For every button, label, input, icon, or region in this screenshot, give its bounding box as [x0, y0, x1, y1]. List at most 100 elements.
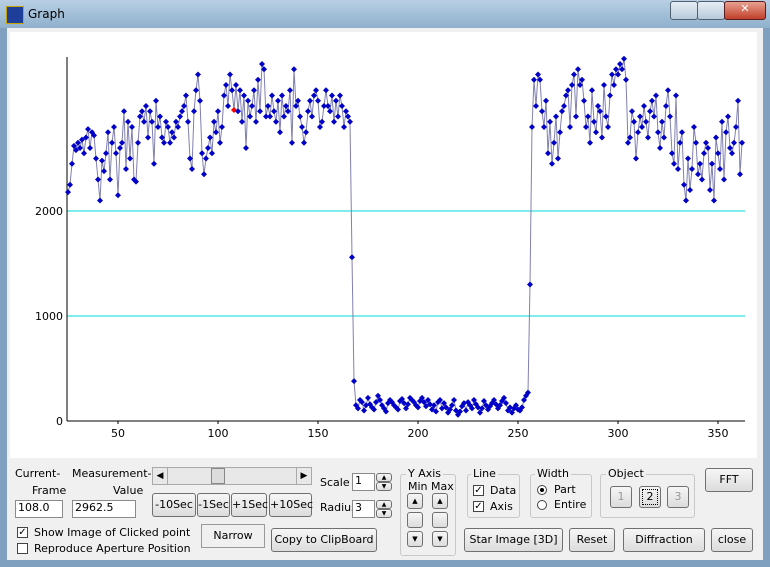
frame-slider[interactable]: ◀ ▶	[152, 467, 312, 485]
data-point	[267, 113, 273, 120]
data-point	[325, 103, 331, 110]
data-point	[675, 166, 681, 173]
data-point	[251, 87, 257, 94]
y-min-down[interactable]: ▼	[407, 531, 423, 547]
data-point	[237, 87, 243, 94]
data-point	[545, 150, 551, 157]
data-point	[527, 281, 533, 288]
data-point	[583, 124, 589, 131]
spin-down[interactable]: ▼	[376, 482, 392, 491]
data-point	[187, 155, 193, 162]
slider-right[interactable]: ▶	[296, 468, 311, 484]
close-window-button[interactable]: ✕	[724, 1, 766, 20]
data-point	[645, 134, 651, 141]
fft-button[interactable]: FFT	[705, 468, 753, 492]
object-button[interactable]: 3	[667, 486, 689, 508]
object-group	[600, 474, 695, 518]
data-point	[109, 139, 115, 146]
close-button[interactable]: close	[711, 528, 753, 552]
y-min-up[interactable]: ▲	[407, 493, 423, 509]
step-button[interactable]: -10Sec	[152, 493, 196, 517]
data-point	[635, 129, 641, 136]
y-max-down[interactable]: ▼	[432, 531, 448, 547]
data-point	[345, 113, 351, 120]
step-button[interactable]: -1Sec	[197, 493, 230, 517]
data-point	[447, 406, 453, 413]
copy-button[interactable]: Copy to ClipBoard	[271, 528, 377, 552]
scale-input[interactable]: 1	[352, 473, 375, 491]
data-point	[405, 401, 411, 408]
data-point	[149, 118, 155, 125]
spin-up[interactable]: ▲	[376, 500, 392, 509]
slider-thumb[interactable]	[211, 468, 225, 484]
data-point	[349, 254, 355, 261]
spin-up[interactable]: ▲	[376, 473, 392, 482]
data-point	[303, 129, 309, 136]
y-max-reset[interactable]	[432, 512, 448, 528]
data-point	[681, 181, 687, 188]
data-point	[99, 157, 105, 164]
data-point	[585, 113, 591, 120]
step-button[interactable]: +10Sec	[269, 493, 313, 517]
checkbox[interactable]: ✓	[473, 501, 484, 512]
data-point	[227, 71, 233, 78]
data-point	[295, 97, 301, 104]
data-point	[233, 82, 239, 89]
data-point	[565, 87, 571, 94]
measurement-input[interactable]: 2962.5	[72, 500, 136, 518]
data-point	[331, 118, 337, 125]
data-point	[737, 171, 743, 178]
y-max-up[interactable]: ▲	[432, 493, 448, 509]
x-tick-label: 350	[708, 427, 729, 440]
radio[interactable]	[537, 485, 547, 495]
data-point	[641, 103, 647, 110]
data-point	[191, 108, 197, 115]
data-point	[289, 139, 295, 146]
y-min-reset[interactable]	[407, 512, 423, 528]
data-point	[143, 103, 149, 110]
data-point	[535, 71, 541, 78]
data-point	[85, 126, 91, 133]
data-point	[97, 197, 103, 204]
data-point	[667, 113, 673, 120]
data-point	[323, 87, 329, 94]
step-button[interactable]: +1Sec	[231, 493, 268, 517]
data-point	[213, 129, 219, 136]
current-frame-input[interactable]: 108.0	[15, 500, 63, 518]
spin-down[interactable]: ▼	[376, 509, 392, 518]
data-point	[159, 134, 165, 141]
data-point	[683, 197, 689, 204]
radio[interactable]	[537, 500, 547, 510]
data-point	[125, 118, 131, 125]
data-point	[657, 145, 663, 152]
data-point	[69, 160, 75, 167]
data-point	[609, 71, 615, 78]
data-point	[309, 113, 315, 120]
checkbox[interactable]: ✓	[473, 485, 484, 496]
object-button[interactable]: 2	[639, 486, 661, 508]
data-point	[729, 150, 735, 157]
data-point	[551, 139, 557, 146]
radius-input[interactable]: 3	[352, 500, 375, 518]
data-point	[333, 97, 339, 104]
checkbox[interactable]	[17, 543, 28, 554]
data-point	[305, 108, 311, 115]
data-point	[589, 87, 595, 94]
data-point	[275, 97, 281, 104]
diffraction-button[interactable]: Diffraction	[623, 528, 705, 552]
data-point	[339, 103, 345, 110]
object-button[interactable]: 1	[610, 486, 632, 508]
checkbox[interactable]: ✓	[17, 527, 28, 538]
label: Data	[490, 484, 517, 497]
data-point	[547, 118, 553, 125]
width-group	[530, 474, 592, 518]
data-point	[713, 134, 719, 141]
data-point	[293, 103, 299, 110]
slider-left[interactable]: ◀	[153, 468, 168, 484]
data-point	[599, 134, 605, 141]
data-point	[297, 113, 303, 120]
reset-button[interactable]: Reset	[569, 528, 615, 552]
data-point	[127, 155, 133, 162]
data-point	[481, 398, 487, 405]
star-image-button[interactable]: Star Image [3D]	[464, 528, 563, 552]
